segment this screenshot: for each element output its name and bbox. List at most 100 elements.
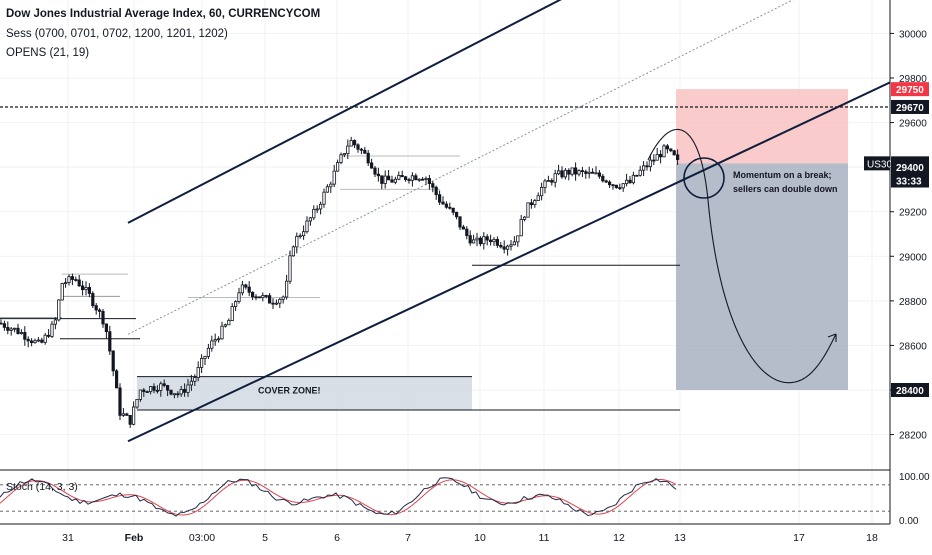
- candle-body: [176, 393, 180, 396]
- candle-body: [33, 340, 37, 343]
- candle-body: [557, 170, 561, 175]
- price-tick-label: 29000: [899, 252, 927, 263]
- time-tick-label: 5: [262, 532, 268, 544]
- candle-body: [16, 327, 20, 334]
- candle-body: [437, 194, 442, 203]
- price-tag-box: [891, 160, 929, 175]
- candle-body: [591, 171, 595, 174]
- candle-body: [560, 170, 564, 178]
- candle-body: [9, 328, 13, 331]
- momentum-annotation-line1: Momentum on a break;: [733, 170, 832, 180]
- candle-body: [64, 282, 68, 284]
- candle-body: [420, 178, 425, 181]
- candle-body: [659, 154, 663, 158]
- candle-body: [312, 208, 316, 219]
- candle-body: [98, 309, 102, 312]
- candle-body: [332, 170, 336, 185]
- time-tick-label: 6: [334, 532, 340, 544]
- time-tick-label: 31: [62, 532, 74, 544]
- candle-body: [26, 338, 30, 342]
- candle-body: [441, 201, 445, 205]
- candle-body: [397, 174, 401, 180]
- candle-body: [625, 179, 629, 185]
- candle-body: [601, 175, 605, 182]
- candle-body: [115, 370, 119, 389]
- candle-body: [386, 175, 391, 181]
- candle-body: [237, 292, 241, 302]
- candle-body: [669, 148, 673, 152]
- candle-body: [529, 202, 534, 206]
- time-tick-label: Feb: [125, 532, 144, 544]
- stoch-tick-label: 100.00: [899, 472, 930, 483]
- candle-body: [427, 178, 432, 185]
- momentum-circle: [683, 157, 725, 199]
- candle-body: [295, 236, 299, 248]
- candle-body: [645, 165, 649, 168]
- candle-body: [101, 311, 105, 325]
- candle-body: [567, 169, 571, 175]
- time-tick-label: 11: [539, 532, 550, 544]
- candle-body: [111, 350, 115, 372]
- candle-body: [70, 276, 74, 280]
- candle-body: [172, 393, 176, 396]
- candle-body: [495, 239, 500, 246]
- candle-body: [284, 280, 289, 298]
- symbol-tag-label: US30: [867, 159, 892, 170]
- candle-body: [210, 340, 214, 349]
- candle-body: [451, 207, 455, 213]
- candle-body: [454, 211, 459, 218]
- candle-body: [655, 154, 659, 161]
- candle-body: [662, 145, 666, 158]
- time-tick-label: 13: [674, 532, 686, 544]
- candle-body: [193, 377, 197, 382]
- candle-body: [298, 235, 302, 238]
- candle-body: [118, 387, 122, 416]
- candle-body: [478, 237, 483, 245]
- candle-body: [29, 340, 34, 343]
- candle-body: [550, 180, 554, 183]
- candle-body: [278, 298, 282, 304]
- candle-body: [254, 296, 258, 299]
- candle-body: [414, 175, 418, 181]
- candle-body: [577, 170, 581, 175]
- candle-body: [305, 220, 309, 233]
- price-tag-label: 28400: [896, 386, 924, 397]
- candle-series: [0, 136, 680, 428]
- candle-body: [308, 217, 313, 222]
- sessions-indicator[interactable]: Sess (0700, 0701, 0702, 1200, 1201, 1202…: [6, 28, 228, 40]
- time-tick-label: 17: [793, 532, 805, 544]
- time-tick-label: 03:00: [189, 532, 215, 544]
- candle-body: [250, 291, 255, 298]
- candle-body: [271, 302, 275, 305]
- candle-body: [587, 171, 591, 174]
- candle-body: [179, 389, 183, 395]
- candle-body: [346, 145, 350, 155]
- target-zone: [676, 163, 848, 390]
- candle-body: [465, 228, 469, 237]
- candle-body: [434, 186, 438, 196]
- opens-indicator[interactable]: OPENS (21, 19): [6, 47, 90, 59]
- candle-body: [2, 323, 7, 328]
- candle-body: [611, 184, 615, 187]
- price-tick-label: 28800: [899, 297, 927, 308]
- price-tick-label: 29800: [899, 74, 927, 85]
- candle-body: [36, 339, 41, 342]
- candle-body: [499, 244, 503, 248]
- candle-body: [223, 324, 227, 327]
- candle-body: [43, 334, 47, 343]
- candle-body: [244, 284, 248, 288]
- candle-body: [546, 180, 551, 182]
- candle-body: [431, 183, 435, 188]
- candle-body: [138, 389, 142, 400]
- candle-body: [257, 296, 262, 299]
- stoch-title: Stoch (14, 3, 3): [6, 481, 78, 493]
- candle-body: [570, 167, 574, 175]
- candle-body: [87, 287, 91, 294]
- candle-body: [186, 384, 190, 393]
- candle-body: [359, 148, 364, 151]
- candle-body: [206, 347, 210, 357]
- projection-arrowhead: [827, 333, 837, 342]
- candle-body: [512, 241, 517, 246]
